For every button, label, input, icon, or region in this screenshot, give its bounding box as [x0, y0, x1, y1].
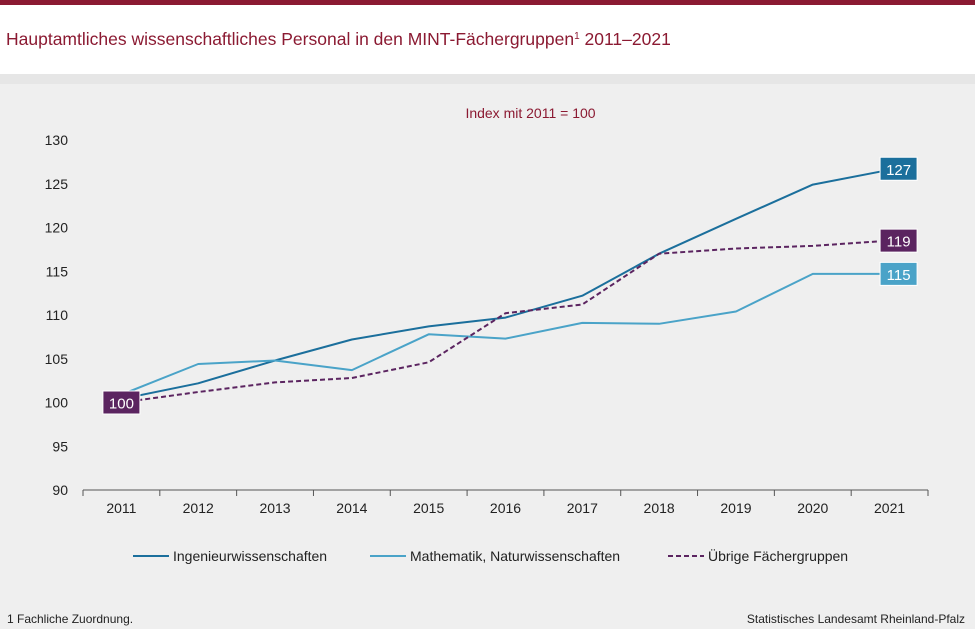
top-accent-bar [0, 0, 975, 5]
start-data-label-box [102, 390, 141, 415]
end-data-label-2: 119 [887, 234, 911, 251]
y-tick-label: 125 [45, 176, 69, 192]
y-tick-label: 105 [45, 351, 69, 367]
end-data-label-1: 115 [887, 267, 911, 284]
end-data-label-0: 127 [886, 162, 911, 179]
line-chart: Index mit 2011 = 100 90 95 100 105 110 115 120 1… [45, 105, 929, 564]
y-tick-label: 110 [46, 307, 69, 323]
x-tick-label: 2019 [720, 500, 751, 516]
x-tick-label: 2013 [259, 500, 290, 516]
legend-label-1: Mathematik, Naturwissenschaften [410, 548, 620, 564]
title-footnote-marker: 1 [574, 31, 580, 42]
footnote: 1 Fachliche Zuordnung. [7, 612, 134, 626]
series-line-2 [121, 239, 890, 404]
x-tick-label: 2018 [644, 500, 675, 516]
source-credit: Statistisches Landesamt Rheinland-Pfalz [746, 612, 965, 626]
y-tick-label: 100 [45, 395, 69, 411]
x-tick-label: 2020 [797, 500, 828, 516]
x-tick-label: 2015 [413, 500, 444, 516]
chart-subtitle: Index mit 2011 = 100 [465, 105, 595, 121]
y-tick-label: 120 [45, 220, 69, 236]
title-years: 2011–2021 [584, 29, 671, 49]
chart-area: Index mit 2011 = 100 90 95 100 105 110 115 120 1… [0, 84, 975, 629]
legend-label-2: Übrige Fächergruppen [708, 547, 848, 564]
end-data-label-0-box [879, 156, 918, 181]
x-tick-label: 2014 [336, 500, 367, 516]
series-line-0 [121, 168, 890, 400]
page-title: Hauptamtliches wissenschaftliches Person… [6, 29, 671, 50]
header: Hauptamtliches wissenschaftliches Person… [0, 5, 975, 74]
start-data-label: 100 [109, 396, 134, 413]
x-tick-label: 2011 [106, 500, 136, 516]
y-tick-label: 130 [45, 132, 69, 148]
legend-label-0: Ingenieurwissenschaften [173, 548, 327, 564]
y-tick-label: 90 [52, 482, 68, 498]
header-separator [0, 74, 975, 84]
title-text: Hauptamtliches wissenschaftliches Person… [6, 29, 575, 49]
x-tick-label: 2016 [490, 500, 521, 516]
x-tick-label: 2012 [183, 500, 214, 516]
x-tick-label: 2021 [874, 500, 905, 516]
y-tick-label: 95 [52, 438, 68, 454]
end-data-label-1-box [879, 261, 918, 286]
end-data-label-2-box [879, 228, 918, 253]
y-tick-label: 115 [46, 263, 69, 279]
series-line-1 [121, 272, 890, 396]
x-tick-label: 2017 [567, 500, 598, 516]
